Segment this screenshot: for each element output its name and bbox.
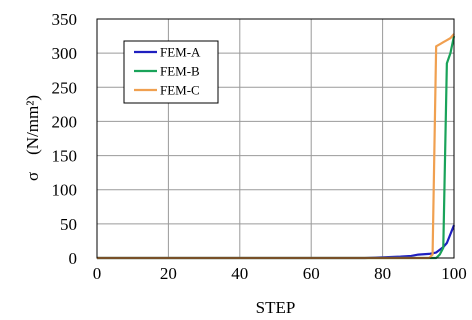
x-tick-label: 40: [231, 264, 248, 283]
plot-frame: [96, 18, 455, 259]
x-tick-label: 80: [374, 264, 391, 283]
series-line-fem-c: [97, 33, 455, 260]
legend: FEM-A FEM-B FEM-C: [123, 40, 219, 104]
legend-label: FEM-A: [160, 45, 201, 60]
y-tick-label: 300: [52, 44, 78, 63]
y-tick-label: 50: [60, 215, 77, 234]
x-tick-label: 0: [93, 264, 102, 283]
y-axis-label: σ (N/mm²): [23, 95, 42, 181]
y-tick-label: 150: [52, 147, 78, 166]
legend-label: FEM-C: [160, 83, 200, 98]
x-tick-label: 60: [303, 264, 320, 283]
x-tick-label: 100: [441, 264, 467, 283]
x-tick-label: 20: [160, 264, 177, 283]
grid-lines: [97, 19, 454, 258]
legend-label: FEM-B: [160, 64, 200, 79]
y-tick-label: 250: [52, 78, 78, 97]
series-line-fem-a: [97, 224, 456, 260]
y-tick-label: 0: [69, 249, 78, 268]
y-tick-labels: 0 50 100 150 200 250 300 350: [52, 10, 78, 268]
x-axis-label: STEP: [256, 298, 296, 317]
y-tick-label: 350: [52, 10, 78, 29]
x-tick-labels: 0 20 40 60 80 100: [93, 264, 467, 283]
y-tick-label: 100: [52, 181, 78, 200]
y-tick-label: 200: [52, 112, 78, 131]
